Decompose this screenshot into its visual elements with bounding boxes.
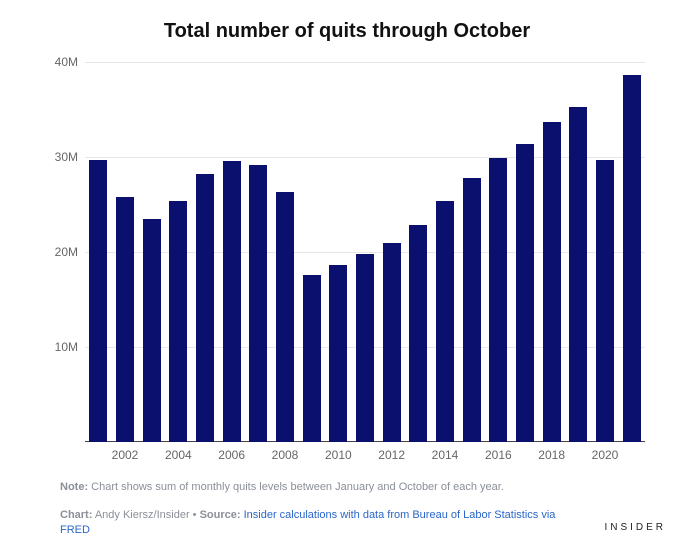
credit-chart-label: Chart: — [60, 509, 92, 521]
x-tick-label: 2006 — [218, 448, 245, 462]
bar — [569, 107, 587, 442]
chart-credit: Chart: Andy Kiersz/Insider • Source: Ins… — [60, 508, 560, 539]
bar — [489, 158, 507, 442]
gridline — [85, 157, 645, 158]
bar — [409, 225, 427, 442]
x-tick-label: 2002 — [112, 448, 139, 462]
bar — [303, 275, 321, 442]
y-tick-label: 40M — [55, 55, 78, 69]
x-tick-label: 2012 — [378, 448, 405, 462]
x-tick-label: 2004 — [165, 448, 192, 462]
x-tick-label: 2014 — [432, 448, 459, 462]
brand-watermark: INSIDER — [604, 522, 666, 533]
note-text: Chart shows sum of monthly quits levels … — [88, 481, 504, 493]
chart-note: Note: Chart shows sum of monthly quits l… — [60, 480, 620, 494]
bar — [463, 178, 481, 442]
bar — [383, 243, 401, 443]
chart-title: Total number of quits through October — [0, 20, 694, 43]
y-tick-label: 20M — [55, 245, 78, 259]
bar — [89, 160, 107, 442]
bar — [143, 219, 161, 442]
bar — [356, 254, 374, 442]
credit-source-label: Source: — [197, 509, 241, 521]
x-tick-label: 2016 — [485, 448, 512, 462]
note-label: Note: — [60, 481, 88, 493]
bar — [516, 144, 534, 442]
bar — [169, 201, 187, 442]
bar — [543, 122, 561, 442]
bar — [436, 201, 454, 442]
x-tick-label: 2020 — [592, 448, 619, 462]
bar — [249, 165, 267, 442]
bar — [116, 197, 134, 442]
x-tick-label: 2010 — [325, 448, 352, 462]
y-tick-label: 30M — [55, 150, 78, 164]
bar — [276, 192, 294, 442]
chart-card: Total number of quits through October No… — [0, 0, 694, 557]
bar — [623, 75, 641, 442]
y-tick-label: 10M — [55, 340, 78, 354]
x-tick-label: 2008 — [272, 448, 299, 462]
x-tick-label: 2018 — [538, 448, 565, 462]
credit-chart-text: Andy Kiersz/Insider — [92, 509, 192, 521]
bar — [596, 160, 614, 442]
bar — [223, 161, 241, 442]
bar — [196, 174, 214, 442]
chart-plot-area — [85, 62, 645, 442]
bar — [329, 265, 347, 442]
gridline — [85, 62, 645, 63]
